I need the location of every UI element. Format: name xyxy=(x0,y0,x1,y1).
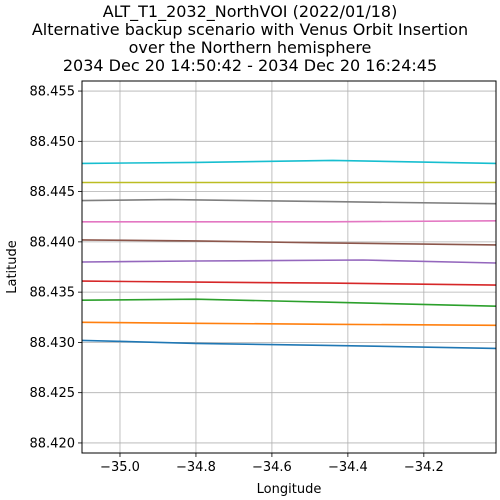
plot-frame xyxy=(81,80,497,454)
chart-title-line-1: ALT_T1_2032_NorthVOI (2022/01/18) xyxy=(102,2,398,21)
ticks: −35.0 −34.8 −34.6 −34.4 −34.2 88.420 88.425 88.… xyxy=(30,85,444,475)
x-tick-label: −34.2 xyxy=(404,460,444,475)
series-line-7 xyxy=(81,198,497,205)
x-tick-label: −35.0 xyxy=(100,460,140,475)
y-tick-label: 88.435 xyxy=(30,286,76,301)
series-line-10 xyxy=(81,159,497,165)
y-tick-label: 88.450 xyxy=(30,135,76,150)
x-axis-label: Longitude xyxy=(257,482,322,497)
y-tick-label: 88.455 xyxy=(30,85,76,100)
chart-title-line-2: Alternative backup scenario with Venus O… xyxy=(31,20,469,39)
series-line-1 xyxy=(81,339,497,350)
series-line-3 xyxy=(81,298,497,307)
series-line-5 xyxy=(81,259,497,264)
y-tick-label: 88.425 xyxy=(30,386,76,401)
y-axis-label: Latitude xyxy=(5,240,20,294)
series-line-2 xyxy=(81,321,497,327)
x-tick-label: −34.8 xyxy=(176,460,216,475)
series-group xyxy=(81,159,497,350)
y-tick-label: 88.440 xyxy=(30,235,76,250)
y-tick-label: 88.420 xyxy=(30,436,76,451)
series-line-8 xyxy=(82,220,497,223)
series-line-6 xyxy=(81,239,497,246)
x-tick-label: −34.6 xyxy=(252,460,292,475)
y-tick-label: 88.430 xyxy=(30,336,76,351)
grid xyxy=(82,81,496,453)
x-tick-label: −34.4 xyxy=(328,460,368,475)
y-tick-label: 88.445 xyxy=(30,185,76,200)
series-line-4 xyxy=(81,280,497,286)
chart-title-line-3: over the Northern hemisphere xyxy=(128,38,372,57)
chart-title-line-4: 2034 Dec 20 14:50:42 - 2034 Dec 20 16:24… xyxy=(62,56,438,75)
